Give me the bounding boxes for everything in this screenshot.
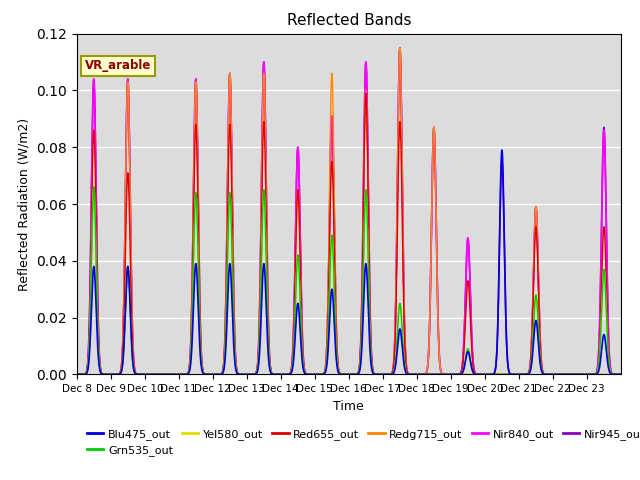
Red655_out [166,372,174,377]
Blu475_out [425,372,433,377]
Red655_out [475,372,483,377]
Line: Grn535_out: Grn535_out [77,187,621,374]
Nir945_out [73,372,81,377]
Nir945_out [499,176,507,182]
Yel580_out [167,372,175,377]
Red655_out [436,372,444,377]
Nir945_out [491,369,499,375]
Line: Nir945_out: Nir945_out [77,48,621,374]
Yel580_out [499,372,507,377]
Red655_out [617,372,625,377]
Grn535_out [167,372,175,377]
Nir840_out [425,347,433,352]
Yel580_out [90,184,98,190]
Nir840_out [499,372,507,377]
Line: Red655_out: Red655_out [77,93,621,374]
Red655_out [73,372,81,377]
Nir840_out [475,372,483,377]
Nir945_out [425,347,433,352]
Red655_out [499,372,507,377]
Title: Reflected Bands: Reflected Bands [287,13,411,28]
Blu475_out [73,372,81,377]
Nir840_out [617,372,625,377]
Grn535_out [475,372,483,377]
X-axis label: Time: Time [333,400,364,413]
Blu475_out [436,372,444,377]
Redg715_out [491,372,499,377]
Nir840_out [396,45,404,51]
Text: VR_arable: VR_arable [85,60,151,72]
Grn535_out [491,372,499,377]
Nir840_out [436,359,444,365]
Grn535_out [436,372,444,377]
Blu475_out [499,166,507,171]
Grn535_out [499,372,507,377]
Nir840_out [166,372,174,377]
Redg715_out [617,372,625,377]
Blu475_out [166,372,174,377]
Yel580_out [73,372,81,377]
Redg715_out [436,359,444,365]
Nir945_out [617,372,625,377]
Blu475_out [617,372,625,377]
Blu475_out [498,147,506,153]
Nir840_out [73,372,81,377]
Yel580_out [491,372,499,377]
Yel580_out [617,372,625,377]
Redg715_out [499,372,507,377]
Line: Blu475_out: Blu475_out [77,150,621,374]
Yel580_out [425,372,433,377]
Yel580_out [436,372,444,377]
Line: Redg715_out: Redg715_out [77,48,621,374]
Grn535_out [73,372,81,377]
Nir840_out [491,372,499,377]
Redg715_out [166,372,174,377]
Redg715_out [425,347,433,352]
Line: Nir840_out: Nir840_out [77,48,621,374]
Line: Yel580_out: Yel580_out [77,187,621,374]
Y-axis label: Reflected Radiation (W/m2): Reflected Radiation (W/m2) [18,118,31,290]
Nir945_out [475,372,483,377]
Red655_out [425,372,433,377]
Redg715_out [73,372,81,377]
Legend: Blu475_out, Grn535_out, Yel580_out, Red655_out, Redg715_out, Nir840_out, Nir945_: Blu475_out, Grn535_out, Yel580_out, Red6… [83,424,640,460]
Blu475_out [475,372,483,377]
Red655_out [491,372,499,377]
Grn535_out [425,372,433,377]
Redg715_out [396,45,404,51]
Red655_out [362,90,370,96]
Blu475_out [491,369,499,375]
Nir945_out [166,372,174,377]
Yel580_out [475,372,483,377]
Nir945_out [436,359,444,365]
Redg715_out [475,372,483,377]
Nir945_out [396,45,404,51]
Grn535_out [90,184,98,190]
Grn535_out [617,372,625,377]
